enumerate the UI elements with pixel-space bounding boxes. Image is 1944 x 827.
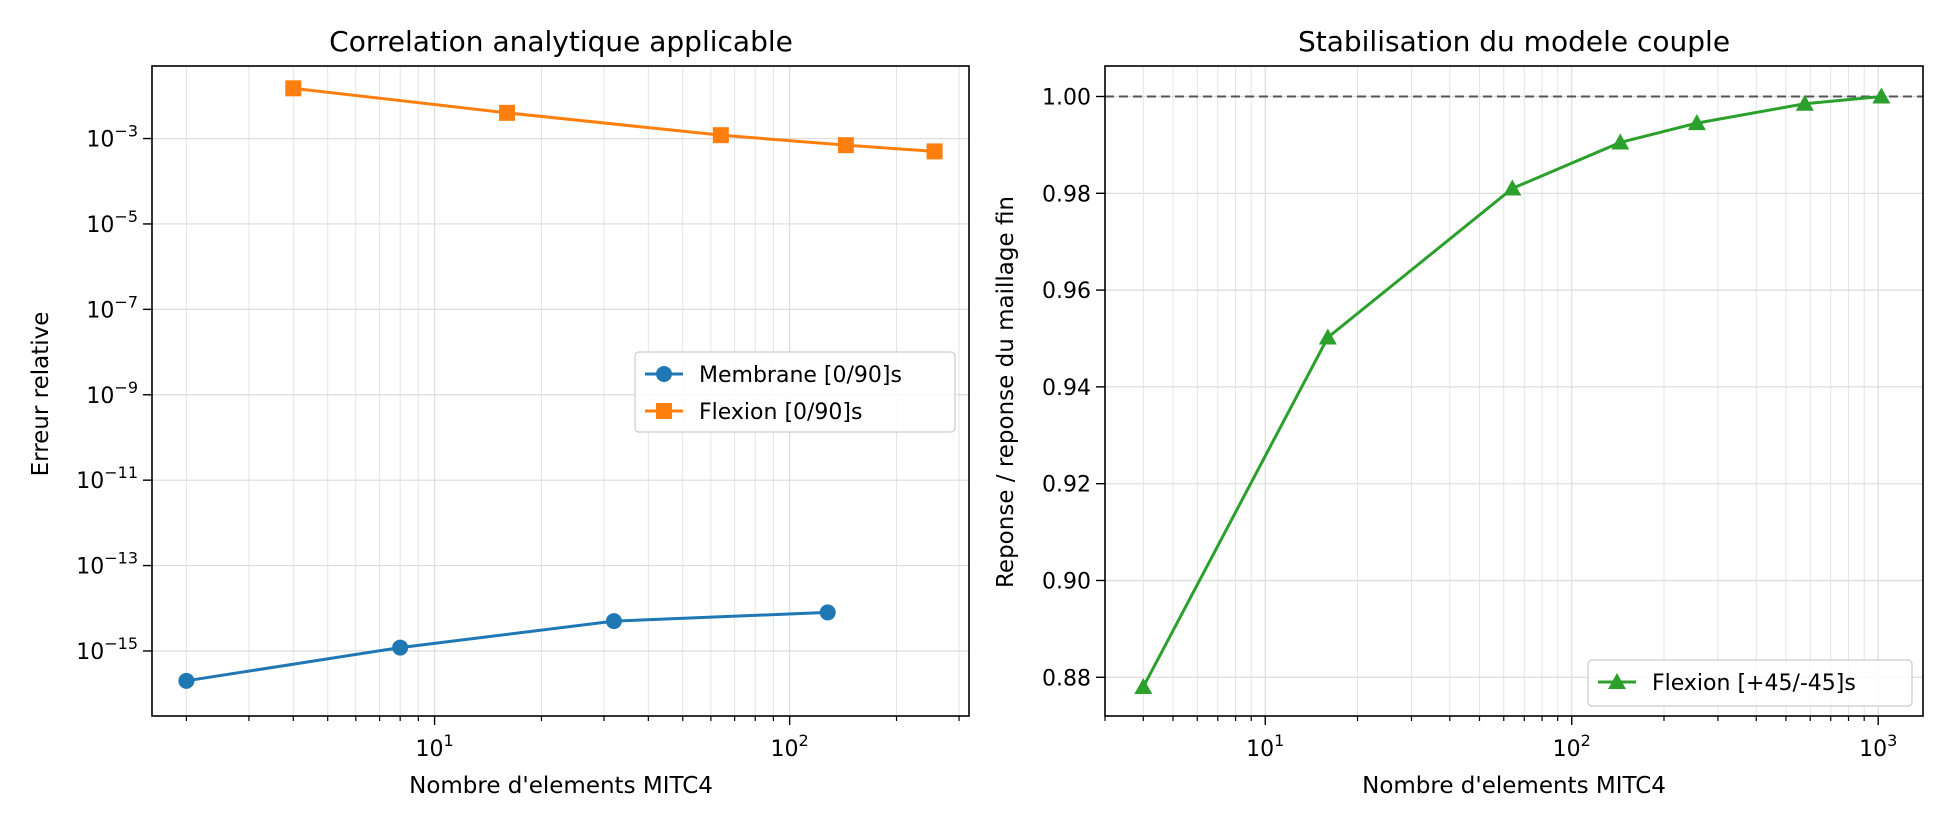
data-point: [1687, 114, 1706, 131]
x-tick-label: 101: [1246, 731, 1284, 762]
chart-stabilisation-modele: Stabilisation du modele couple Nombre d'…: [993, 25, 1924, 799]
data-point: [1795, 94, 1814, 111]
legend-marker: [656, 366, 672, 382]
legend: Membrane [0/90]s Flexion [0/90]s: [634, 351, 956, 433]
data-point: [1318, 328, 1337, 345]
y-tick-label: 0.96: [1042, 279, 1091, 304]
data-point: [499, 104, 516, 121]
data-point: [392, 639, 409, 656]
data-point: [1503, 179, 1522, 196]
data-point: [926, 143, 943, 160]
x-axis-label: Nombre d'elements MITC4: [409, 773, 713, 799]
y-tick-label: 0.98: [1042, 182, 1091, 207]
y-tick-label: 10−5: [86, 207, 138, 238]
legend-label: Flexion [+45/-45]s: [1652, 671, 1856, 696]
series-triangle: [1134, 87, 1891, 694]
data-point: [819, 604, 836, 621]
legend-box: [634, 351, 956, 433]
chart-title: Stabilisation du modele couple: [1298, 25, 1730, 58]
legend-box: [1587, 659, 1913, 707]
data-point: [1611, 133, 1630, 150]
axes-frame: [1104, 65, 1924, 717]
y-tick-label: 10−13: [76, 549, 138, 580]
series-line: [186, 610, 828, 683]
y-tick-label: 10−7: [86, 292, 138, 323]
x-tick-label: 103: [1859, 731, 1897, 762]
legend: Flexion [+45/-45]s: [1587, 659, 1913, 707]
legend-marker: [1608, 673, 1626, 689]
y-axis-label: Reponse / reponse du maillage fin: [993, 196, 1019, 588]
legend-label: Membrane [0/90]s: [699, 363, 902, 388]
y-tick-label: 0.88: [1042, 666, 1091, 691]
data-point: [837, 137, 854, 154]
axes-frame: [151, 65, 970, 717]
data-point: [285, 80, 302, 97]
data-point: [178, 672, 195, 689]
data-point: [605, 613, 622, 630]
y-tick-label: 10−11: [76, 463, 138, 494]
data-point: [712, 127, 729, 144]
series-circle: [178, 604, 836, 689]
y-tick-label: 1.00: [1042, 85, 1091, 110]
y-tick-label: 0.94: [1042, 376, 1091, 401]
y-axis-label: Erreur relative: [28, 312, 54, 477]
y-tick-label: 10−15: [76, 634, 138, 665]
data-point: [1872, 87, 1891, 104]
legend-marker: [656, 403, 672, 419]
chart-title: Correlation analytique applicable: [329, 25, 793, 58]
x-tick-label: 102: [1553, 731, 1591, 762]
data-point: [1134, 677, 1153, 694]
x-tick-label: 101: [415, 731, 453, 762]
y-tick-label: 0.92: [1042, 473, 1091, 498]
legend-label: Flexion [0/90]s: [699, 400, 862, 425]
x-tick-label: 102: [771, 731, 809, 762]
chart-correlation-analytique: Correlation analytique applicable Nombre…: [28, 25, 970, 799]
series-square: [285, 80, 943, 160]
y-tick-label: 0.90: [1042, 569, 1091, 594]
x-axis-label: Nombre d'elements MITC4: [1362, 773, 1666, 799]
grid: [1104, 66, 1923, 716]
y-tick-label: 10−9: [86, 378, 138, 409]
y-tick-label: 10−3: [86, 122, 138, 153]
